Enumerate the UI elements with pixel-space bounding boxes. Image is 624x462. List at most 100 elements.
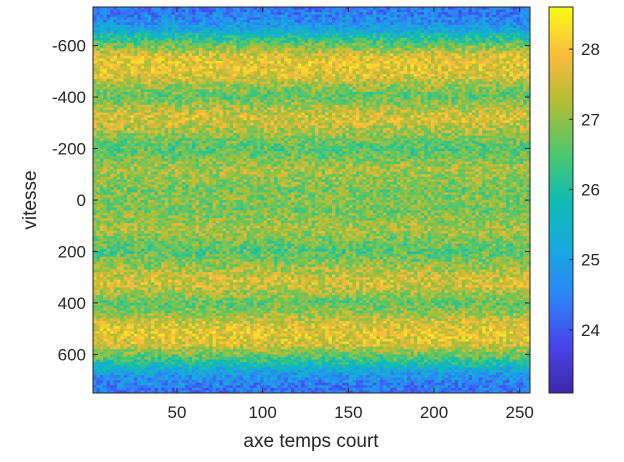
heatmap-cell xyxy=(499,35,504,39)
heatmap-cell xyxy=(499,58,504,62)
heatmap-cell xyxy=(420,30,425,34)
heatmap-cell xyxy=(355,94,360,98)
heatmap-cell xyxy=(161,81,166,85)
heatmap-cell xyxy=(369,53,374,57)
heatmap-cell xyxy=(178,53,183,57)
heatmap-cell xyxy=(526,27,530,31)
heatmap-cell xyxy=(151,99,155,103)
heatmap-cell xyxy=(154,25,159,28)
heatmap-cell xyxy=(499,73,504,77)
heatmap-cell xyxy=(232,86,237,90)
heatmap-cell xyxy=(485,48,490,52)
heatmap-cell xyxy=(355,50,360,54)
heatmap-cell xyxy=(366,17,370,21)
heatmap-cell xyxy=(192,55,196,59)
heatmap-cell xyxy=(181,91,186,95)
heatmap-cell xyxy=(489,40,493,44)
heatmap-cell xyxy=(168,55,172,59)
heatmap-cell xyxy=(458,25,463,28)
heatmap-cell xyxy=(430,35,435,39)
heatmap-cell xyxy=(495,76,500,80)
heatmap-cell xyxy=(376,32,381,36)
heatmap-cell xyxy=(427,40,432,44)
heatmap-cell xyxy=(502,84,507,88)
heatmap-cell xyxy=(335,63,340,67)
heatmap-cell xyxy=(113,32,118,36)
heatmap-cell xyxy=(471,9,476,13)
heatmap-cell xyxy=(509,12,514,16)
heatmap-cell xyxy=(362,97,367,101)
heatmap-cell xyxy=(181,79,186,83)
heatmap-cell xyxy=(277,76,282,80)
heatmap-cell xyxy=(314,43,319,46)
heatmap-cell xyxy=(386,45,391,49)
heatmap-cell xyxy=(502,61,507,65)
heatmap-cell xyxy=(171,89,176,93)
heatmap-cell xyxy=(376,37,381,41)
heatmap-cell xyxy=(359,22,364,26)
heatmap-cell xyxy=(116,27,121,31)
heatmap-cell xyxy=(243,40,248,44)
heatmap-cell xyxy=(369,73,374,77)
heatmap-cell xyxy=(232,14,237,18)
heatmap-cell xyxy=(212,12,217,16)
heatmap-cell xyxy=(116,7,121,10)
heatmap-cell xyxy=(499,7,504,10)
heatmap-cell xyxy=(369,61,374,65)
heatmap-cell xyxy=(362,7,367,10)
heatmap-cell xyxy=(304,99,309,103)
heatmap-cell xyxy=(110,40,114,44)
heatmap-cell xyxy=(219,12,224,16)
heatmap-cell xyxy=(229,45,234,49)
heatmap-cell xyxy=(369,94,374,98)
heatmap-cell xyxy=(437,55,442,59)
heatmap-cell xyxy=(239,19,244,23)
heatmap-cell xyxy=(396,102,401,106)
heatmap-cell xyxy=(349,102,353,106)
heatmap-cell xyxy=(314,61,319,65)
heatmap-cell xyxy=(198,53,203,57)
heatmap-cell xyxy=(468,99,473,103)
heatmap-cell xyxy=(369,25,374,28)
heatmap-cell xyxy=(349,43,353,46)
heatmap-cell xyxy=(277,22,282,26)
heatmap-cell xyxy=(355,7,360,10)
heatmap-cell xyxy=(314,40,319,44)
heatmap-cell xyxy=(202,55,207,59)
heatmap-cell xyxy=(137,17,142,21)
heatmap-cell xyxy=(349,99,353,103)
heatmap-cell xyxy=(263,32,268,36)
heatmap-cell xyxy=(502,7,507,10)
heatmap-cell xyxy=(335,76,340,80)
heatmap-cell xyxy=(232,91,237,95)
heatmap-cell xyxy=(267,43,271,46)
heatmap-cell xyxy=(454,58,459,62)
heatmap-cell xyxy=(232,48,237,52)
heatmap-cell xyxy=(164,48,169,52)
heatmap-cell xyxy=(311,102,316,106)
heatmap-cell xyxy=(420,19,425,23)
heatmap-cell xyxy=(523,12,527,16)
heatmap-cell xyxy=(99,89,104,93)
heatmap-cell xyxy=(437,73,442,77)
heatmap-cell xyxy=(120,30,125,34)
heatmap-cell xyxy=(424,61,428,65)
heatmap-cell xyxy=(284,50,288,54)
heatmap-cell xyxy=(123,76,128,80)
heatmap-cell xyxy=(475,12,480,16)
heatmap-cell xyxy=(273,89,278,93)
heatmap-cell xyxy=(444,55,449,59)
heatmap-cell xyxy=(164,76,169,80)
heatmap-cell xyxy=(246,48,251,52)
heatmap-cell xyxy=(308,97,312,101)
heatmap-cell xyxy=(174,45,179,49)
heatmap-cell xyxy=(335,40,340,44)
heatmap-cell xyxy=(209,37,213,41)
heatmap-cell xyxy=(502,50,507,54)
heatmap-cell xyxy=(318,14,323,18)
heatmap-cell xyxy=(106,102,111,106)
heatmap-cell xyxy=(441,104,446,108)
heatmap-cell xyxy=(311,45,316,49)
heatmap-cell xyxy=(113,14,118,18)
heatmap-cell xyxy=(437,76,442,80)
